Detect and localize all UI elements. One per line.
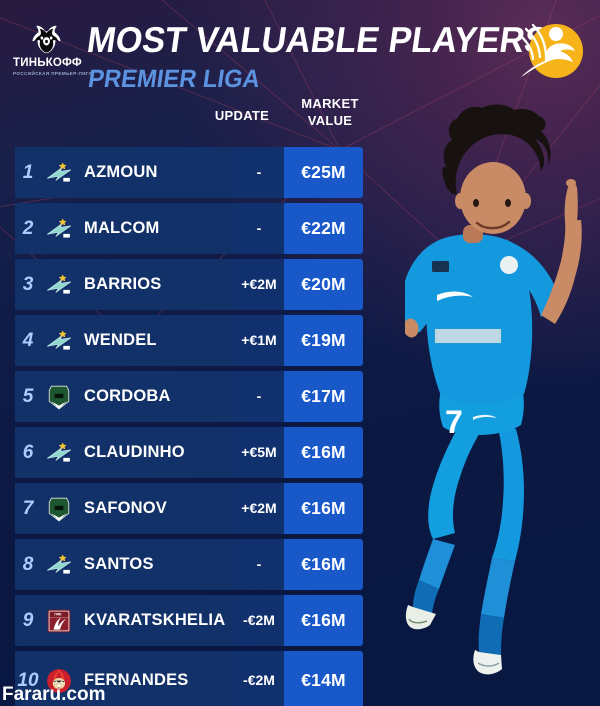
svg-text:7: 7 <box>445 404 463 440</box>
